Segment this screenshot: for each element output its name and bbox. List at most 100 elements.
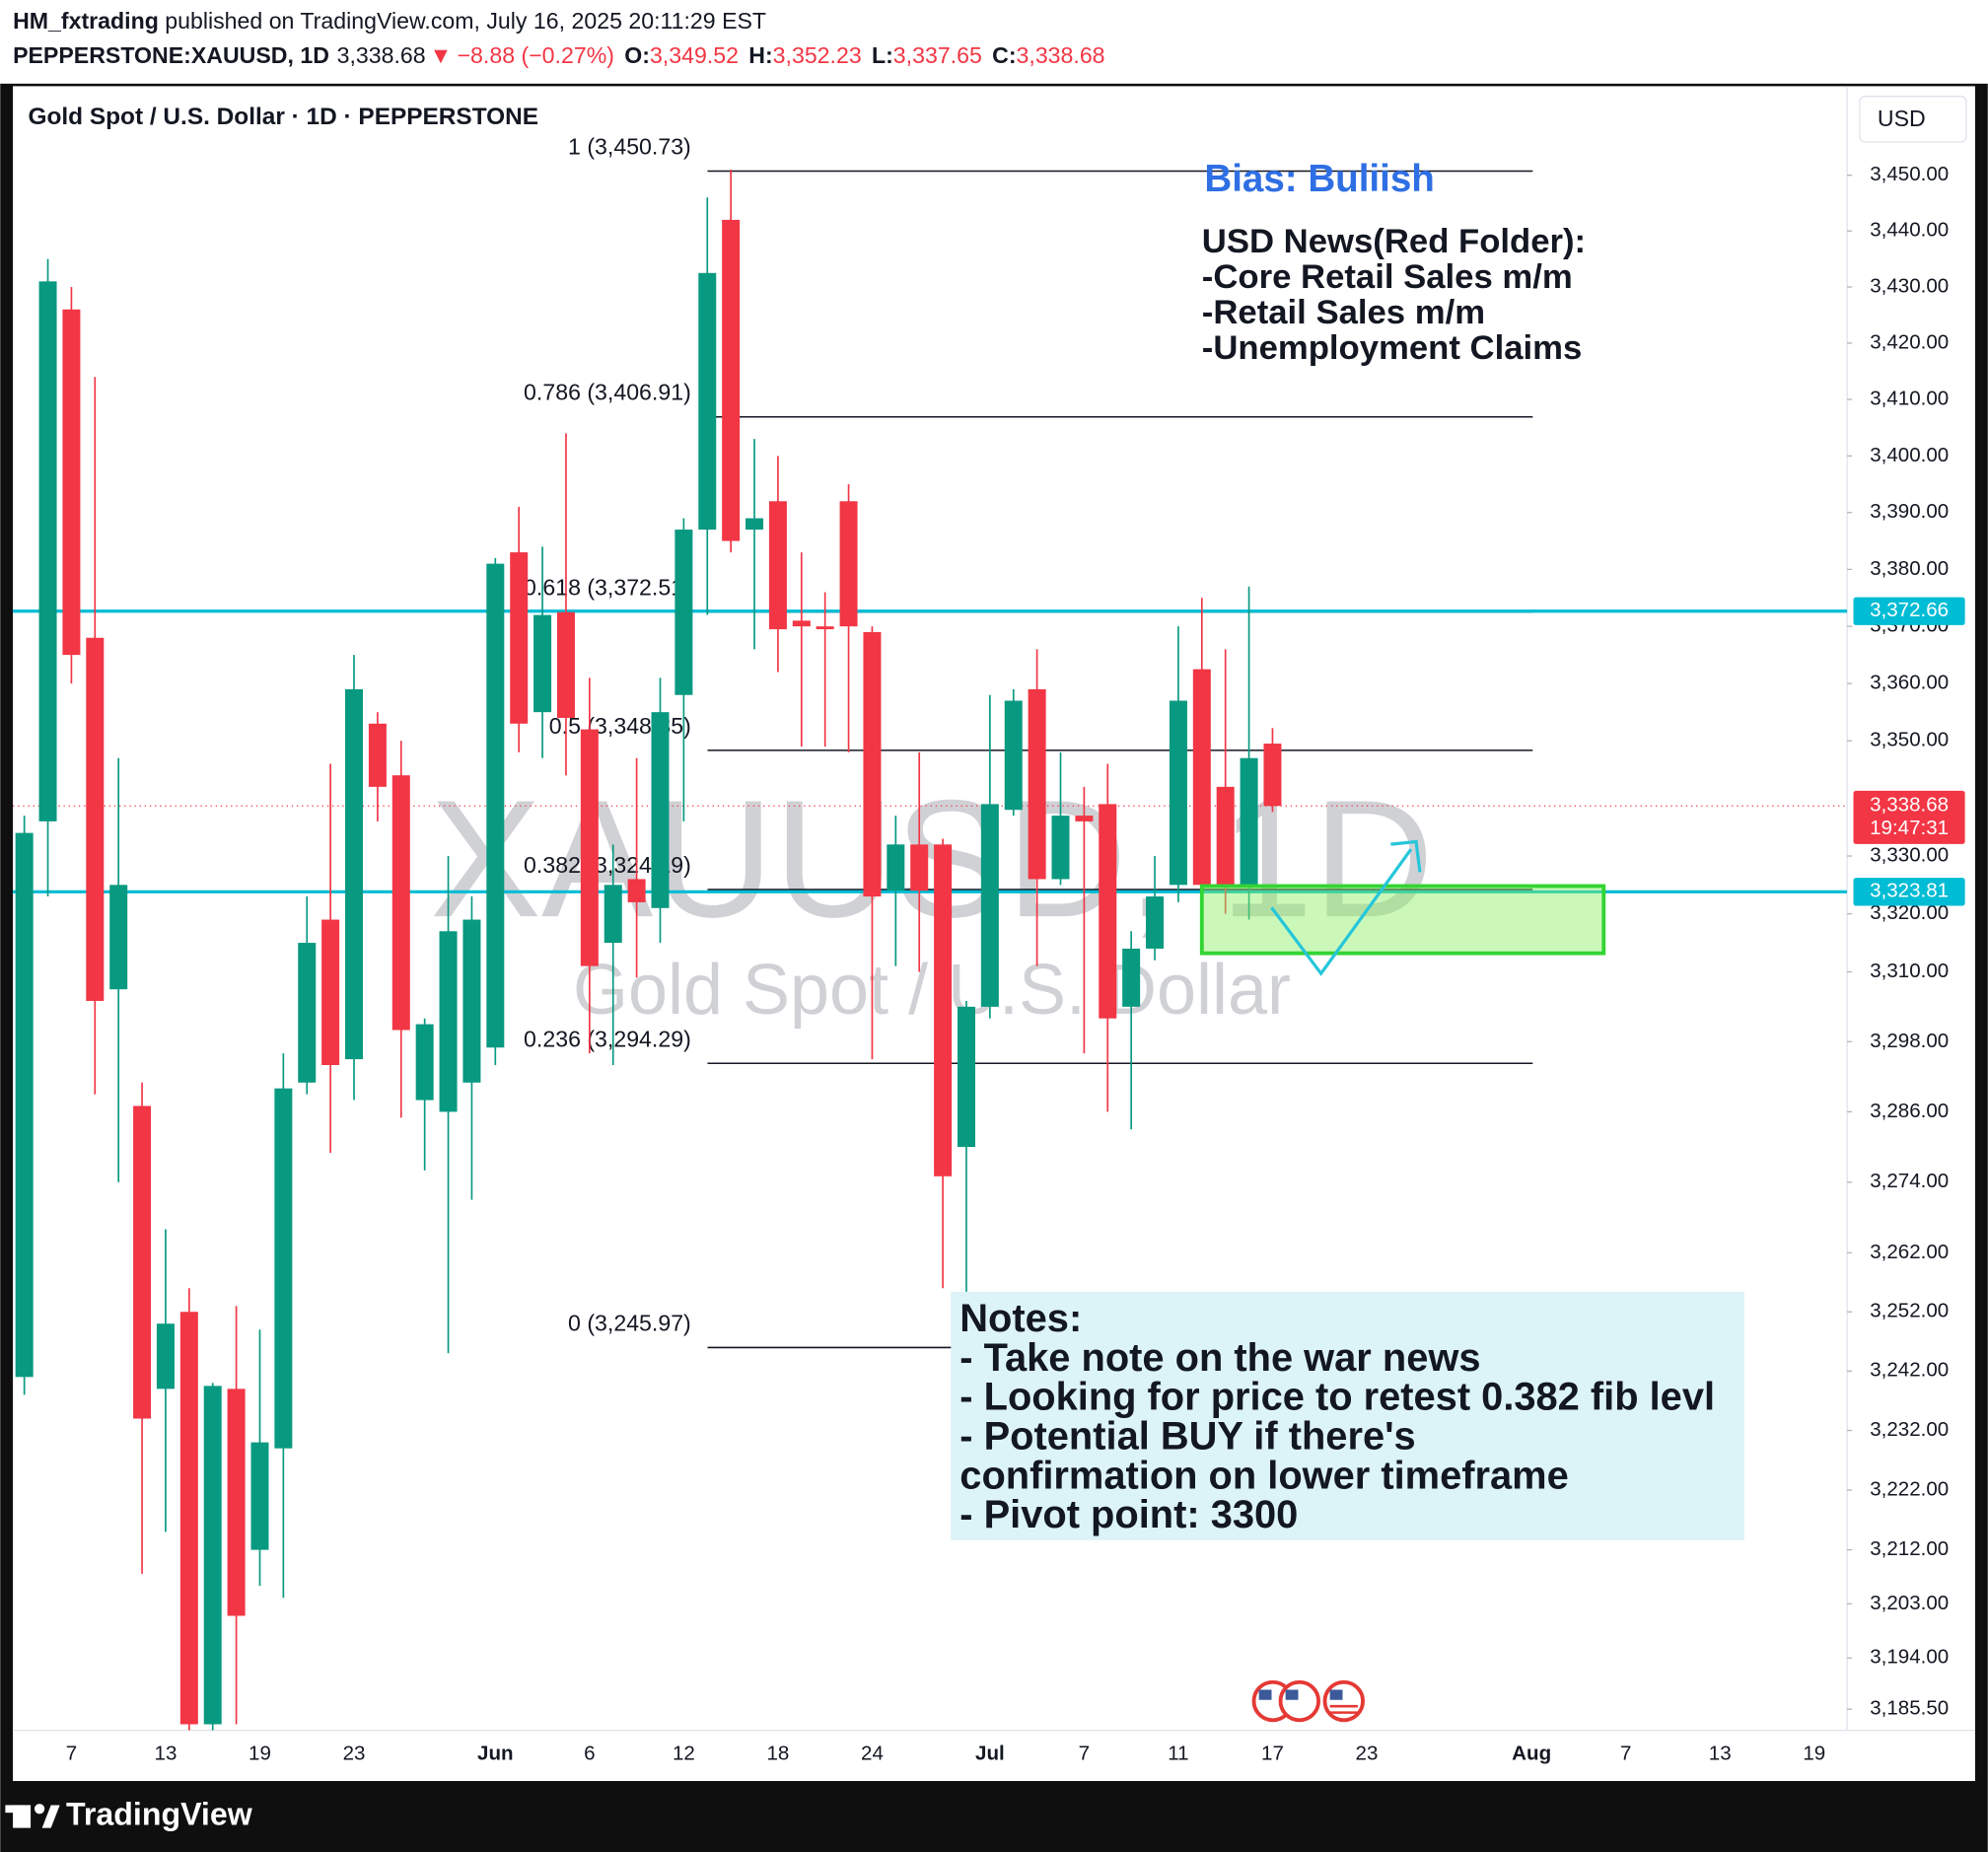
- candle-body: [274, 1088, 293, 1449]
- candle-body: [1263, 744, 1282, 807]
- fib-label: 1 (3,450.73): [568, 133, 691, 159]
- candle-body: [439, 931, 458, 1112]
- candle-body: [250, 1442, 269, 1550]
- arrow: ▼: [430, 42, 453, 68]
- candle-body: [1122, 948, 1141, 1007]
- logo-mark: [41, 1805, 60, 1828]
- y-tick-label: 3,185.50: [1870, 1697, 1949, 1720]
- event-icons: [1251, 1679, 1365, 1723]
- x-tick-label: 13: [155, 1742, 178, 1764]
- header-background: [0, 0, 1988, 84]
- candle-body: [768, 501, 787, 630]
- candle-body: [133, 1105, 152, 1419]
- ohlc-value: 3,337.65: [893, 42, 982, 68]
- note-line: confirmation on lower timeframe: [959, 1454, 1568, 1497]
- candle-body: [86, 637, 105, 1001]
- x-tick-label: 23: [343, 1742, 366, 1764]
- change: −8.88 (−0.27%): [458, 42, 614, 68]
- news-line: -Core Retail Sales m/m: [1202, 258, 1573, 296]
- note-line: - Take note on the war news: [959, 1336, 1480, 1380]
- candle-body: [1051, 816, 1070, 880]
- x-tick-label: Jun: [477, 1742, 514, 1764]
- candle-body: [510, 552, 529, 724]
- x-tick-label: 19: [1803, 1742, 1825, 1764]
- currency-button[interactable]: [1859, 96, 1967, 143]
- candle-body: [1240, 757, 1258, 886]
- notes-box: [951, 1291, 1744, 1540]
- event-icon: [1322, 1679, 1365, 1723]
- y-tick-label: 3,400.00: [1870, 444, 1949, 466]
- logo-mark: [5, 1805, 26, 1814]
- last-price-label-bg: [1853, 790, 1965, 844]
- candle-body: [15, 832, 34, 1378]
- x-tick-label: 11: [1168, 1742, 1188, 1764]
- x-tick-label: 18: [766, 1742, 789, 1764]
- news-line: -Unemployment Claims: [1202, 329, 1583, 367]
- y-tick-label: 3,310.00: [1870, 960, 1949, 982]
- candle-body: [746, 518, 764, 531]
- price-label-bg: [1853, 597, 1965, 625]
- author: HM_fxtrading: [13, 8, 159, 34]
- currency[interactable]: USD: [1878, 106, 1926, 131]
- y-tick-label: 3,222.00: [1870, 1477, 1949, 1500]
- candle-body: [1075, 816, 1094, 821]
- demand-zone: [1199, 884, 1606, 956]
- price-label-bg: [1853, 878, 1965, 906]
- y-tick-label: 3,330.00: [1870, 843, 1949, 866]
- chart-title: Gold Spot / U.S. Dollar · 1D · PEPPERSTO…: [29, 104, 539, 130]
- ohlc-key: L:: [872, 42, 893, 68]
- last-price-label: 3,338.68: [1870, 794, 1949, 817]
- x-tick-label: 17: [1261, 1742, 1284, 1764]
- candle-body: [1004, 700, 1023, 811]
- flag-canton: [1258, 1689, 1272, 1700]
- fib-label: 0.236 (3,294.29): [524, 1026, 691, 1051]
- candle-body: [957, 1006, 975, 1148]
- news-line: USD News(Red Folder):: [1202, 223, 1586, 260]
- candle-body: [1216, 786, 1235, 886]
- y-tick-label: 3,242.00: [1870, 1359, 1949, 1382]
- projection-arrow: [1270, 848, 1413, 976]
- symbol: PEPPERSTONE:XAUUSD, 1D: [13, 42, 329, 68]
- candle-body: [627, 879, 646, 902]
- fib-label: 0 (3,245.97): [568, 1310, 691, 1335]
- price-label: 3,372.66: [1870, 599, 1949, 621]
- footer-logo: TradingView: [5, 1796, 253, 1831]
- x-tick-label: 12: [673, 1742, 695, 1764]
- x-tick-label: 7: [66, 1742, 77, 1764]
- arrow-head: [1390, 839, 1422, 873]
- y-tick-label: 3,298.00: [1870, 1030, 1949, 1052]
- x-tick-label: 19: [248, 1742, 271, 1764]
- note-line: - Potential BUY if there's: [959, 1414, 1415, 1458]
- x-tick-label: Aug: [1512, 1742, 1551, 1764]
- logo-mark: [34, 1804, 45, 1815]
- candle-body: [674, 530, 693, 695]
- candle-body: [486, 563, 505, 1048]
- x-tick-label: 23: [1356, 1742, 1379, 1764]
- candle-body: [368, 723, 387, 787]
- candle-body: [1099, 804, 1117, 1019]
- price-label: 3,323.81: [1870, 880, 1949, 902]
- candle-body: [887, 844, 905, 891]
- y-tick-label: 3,360.00: [1870, 672, 1949, 694]
- y-tick-label: 3,212.00: [1870, 1537, 1949, 1560]
- x-tick-label: Jul: [975, 1742, 1005, 1764]
- candle-body: [1169, 700, 1187, 886]
- candle-body: [62, 309, 81, 656]
- published: published on TradingView.com, July 16, 2…: [165, 8, 766, 34]
- y-tick-label: 3,286.00: [1870, 1100, 1949, 1122]
- candle-body: [1028, 688, 1046, 880]
- candle-body: [839, 501, 858, 627]
- ohlc-value: 3,352.23: [773, 42, 862, 68]
- countdown: 19:47:31: [1870, 817, 1949, 839]
- candle-body: [298, 943, 317, 1083]
- fib-label: 0.618 (3,372.51): [524, 575, 691, 601]
- y-tick-label: 3,450.00: [1870, 163, 1949, 185]
- price: 3,338.68: [337, 42, 426, 68]
- candle-body: [1146, 896, 1165, 949]
- candle-body: [179, 1312, 198, 1725]
- candle-body: [533, 614, 552, 713]
- candle-body: [227, 1389, 246, 1616]
- candle-body: [980, 804, 999, 1007]
